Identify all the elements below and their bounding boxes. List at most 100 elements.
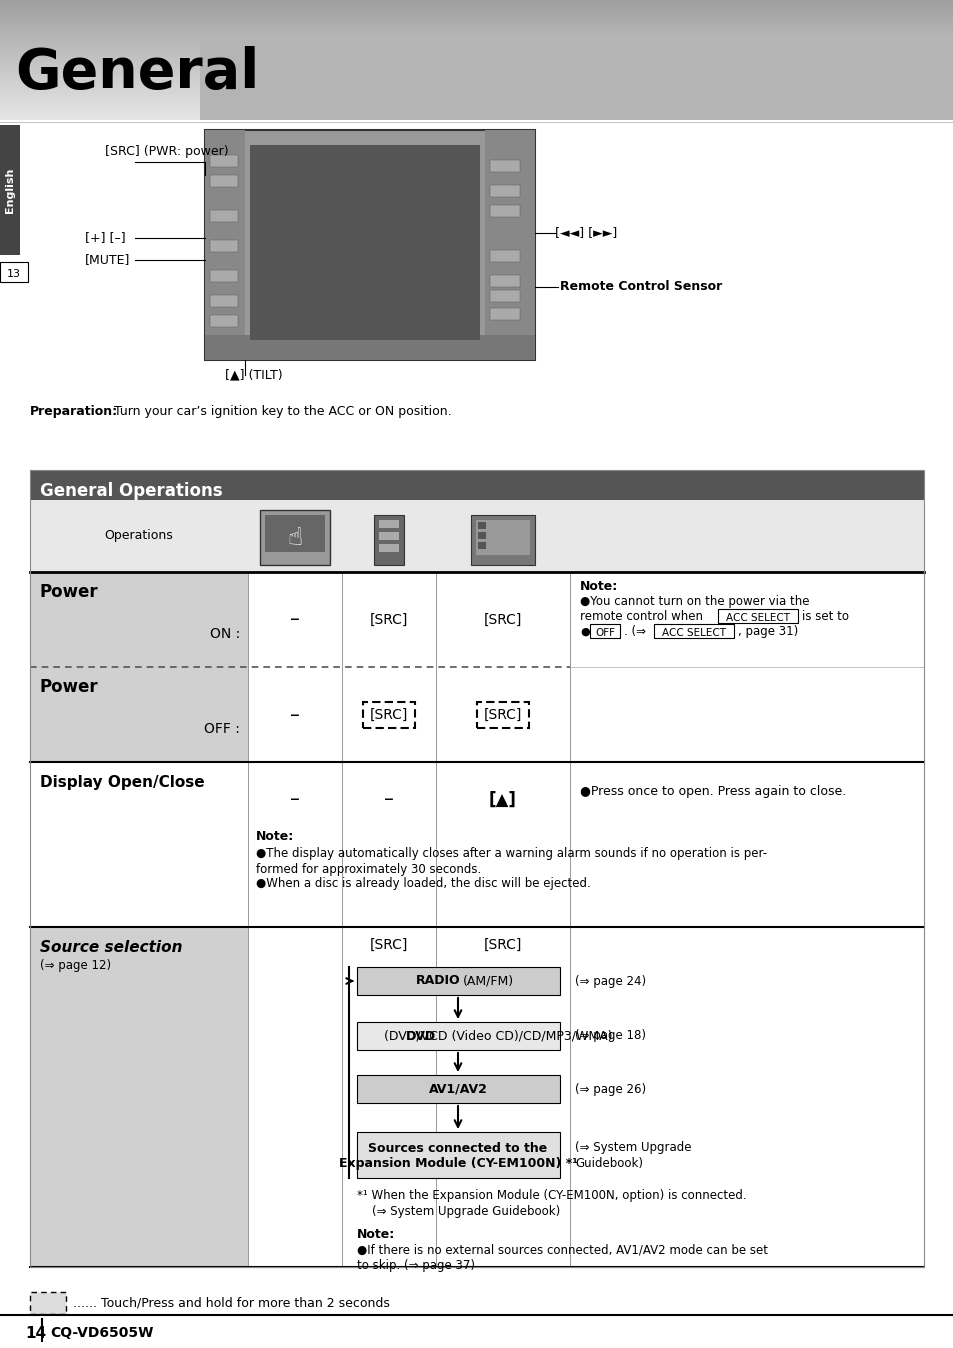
Text: (⇒ System Upgrade Guidebook): (⇒ System Upgrade Guidebook) [356, 1205, 559, 1217]
Text: OFF: OFF [595, 628, 615, 638]
Bar [378, 545, 398, 551]
Bar [569, 927, 923, 1267]
Text: [◄◄] [►►]: [◄◄] [►►] [555, 226, 617, 240]
Text: is set to: is set to [801, 611, 848, 624]
Bar [436, 762, 569, 927]
Bar [30, 470, 923, 1267]
Bar [490, 290, 519, 302]
Text: [SRC]: [SRC] [483, 613, 521, 627]
Bar [341, 927, 436, 1267]
Bar [589, 624, 619, 638]
Text: [▲] (TILT): [▲] (TILT) [225, 368, 282, 381]
Text: AV1/AV2: AV1/AV2 [428, 1082, 487, 1096]
Bar [356, 1074, 559, 1103]
Bar [471, 515, 535, 565]
Text: ON :: ON : [210, 627, 240, 642]
Text: Power: Power [40, 582, 98, 601]
Text: (⇒ page 18): (⇒ page 18) [575, 1030, 645, 1042]
Text: to skip. (⇒ page 37): to skip. (⇒ page 37) [356, 1259, 475, 1271]
Text: ACC SELECT: ACC SELECT [661, 628, 725, 638]
Bar [248, 762, 341, 927]
Text: [+] [–]: [+] [–] [85, 232, 126, 244]
Text: ●: ● [579, 627, 589, 638]
Text: , page 31): , page 31) [738, 625, 798, 639]
Text: Expansion Module (CY-EM100N) *¹: Expansion Module (CY-EM100N) *¹ [338, 1157, 577, 1170]
Text: –: – [290, 705, 299, 724]
Bar [436, 667, 569, 762]
Text: (⇒ page 24): (⇒ page 24) [575, 975, 645, 988]
Text: ●You cannot turn on the power via the: ●You cannot turn on the power via the [579, 596, 809, 608]
Text: ...... Touch/Press and hold for more than 2 seconds: ...... Touch/Press and hold for more tha… [73, 1297, 390, 1309]
Bar [490, 185, 519, 197]
Bar [490, 307, 519, 319]
Text: 14: 14 [25, 1325, 46, 1340]
Bar [205, 336, 535, 360]
Text: General: General [15, 46, 259, 100]
Text: Remote Control Sensor: Remote Control Sensor [559, 280, 721, 294]
Text: –: – [290, 790, 299, 810]
Bar [436, 572, 569, 667]
Bar [30, 667, 248, 762]
Text: Guidebook): Guidebook) [575, 1157, 642, 1170]
Text: OFF :: OFF : [204, 723, 240, 736]
Bar [363, 702, 415, 728]
Bar [210, 210, 237, 222]
Bar [248, 667, 341, 762]
Bar [718, 609, 797, 623]
Text: Preparation:: Preparation: [30, 406, 118, 418]
Bar [477, 532, 485, 539]
Bar [490, 205, 519, 217]
Bar [30, 762, 248, 927]
Bar [30, 470, 923, 500]
Bar [476, 702, 529, 728]
Bar [374, 515, 403, 565]
Bar [0, 262, 28, 282]
Bar [356, 967, 559, 995]
Bar [490, 160, 519, 173]
Bar [378, 532, 398, 541]
Text: (⇒ System Upgrade: (⇒ System Upgrade [575, 1142, 691, 1154]
Text: ☝: ☝ [287, 526, 302, 550]
Text: [SRC]: [SRC] [370, 938, 408, 952]
Bar [265, 515, 325, 551]
Text: [▲]: [▲] [489, 791, 517, 809]
Text: 13: 13 [7, 270, 21, 279]
Text: Turn your car’s ignition key to the ACC or ON position.: Turn your car’s ignition key to the ACC … [113, 406, 451, 418]
Bar [477, 542, 485, 549]
Text: [SRC]: [SRC] [483, 708, 521, 723]
Bar [484, 129, 535, 360]
Bar [378, 520, 398, 528]
Bar [569, 667, 923, 762]
Text: –: – [384, 790, 394, 810]
Text: (⇒ page 26): (⇒ page 26) [575, 1082, 645, 1096]
Bar [205, 129, 245, 360]
Bar [200, 40, 953, 120]
Bar [210, 155, 237, 167]
Bar [436, 927, 569, 1267]
Bar [356, 1022, 559, 1050]
Text: [SRC] (PWR: power): [SRC] (PWR: power) [105, 146, 229, 159]
Bar [356, 1132, 559, 1178]
Bar [210, 315, 237, 328]
Bar [476, 520, 530, 555]
Bar [490, 275, 519, 287]
Text: Sources connected to the: Sources connected to the [368, 1142, 547, 1154]
Text: *¹ When the Expansion Module (CY-EM100N, option) is connected.: *¹ When the Expansion Module (CY-EM100N,… [356, 1189, 746, 1202]
Text: (⇒ page 12): (⇒ page 12) [40, 958, 111, 972]
Text: Note:: Note: [356, 1228, 395, 1240]
Text: remote control when: remote control when [579, 611, 702, 624]
Text: [SRC]: [SRC] [483, 938, 521, 952]
Bar [210, 270, 237, 282]
Bar [260, 510, 330, 565]
Bar [30, 500, 923, 572]
Text: Power: Power [40, 678, 98, 696]
Bar [205, 129, 535, 360]
Text: [SRC]: [SRC] [370, 613, 408, 627]
Text: . (⇒: . (⇒ [623, 625, 645, 639]
Bar [654, 624, 733, 638]
Text: ●When a disc is already loaded, the disc will be ejected.: ●When a disc is already loaded, the disc… [255, 878, 590, 891]
Bar [30, 572, 248, 667]
Text: –: – [290, 611, 299, 630]
Bar [341, 667, 436, 762]
Bar [30, 927, 248, 1267]
